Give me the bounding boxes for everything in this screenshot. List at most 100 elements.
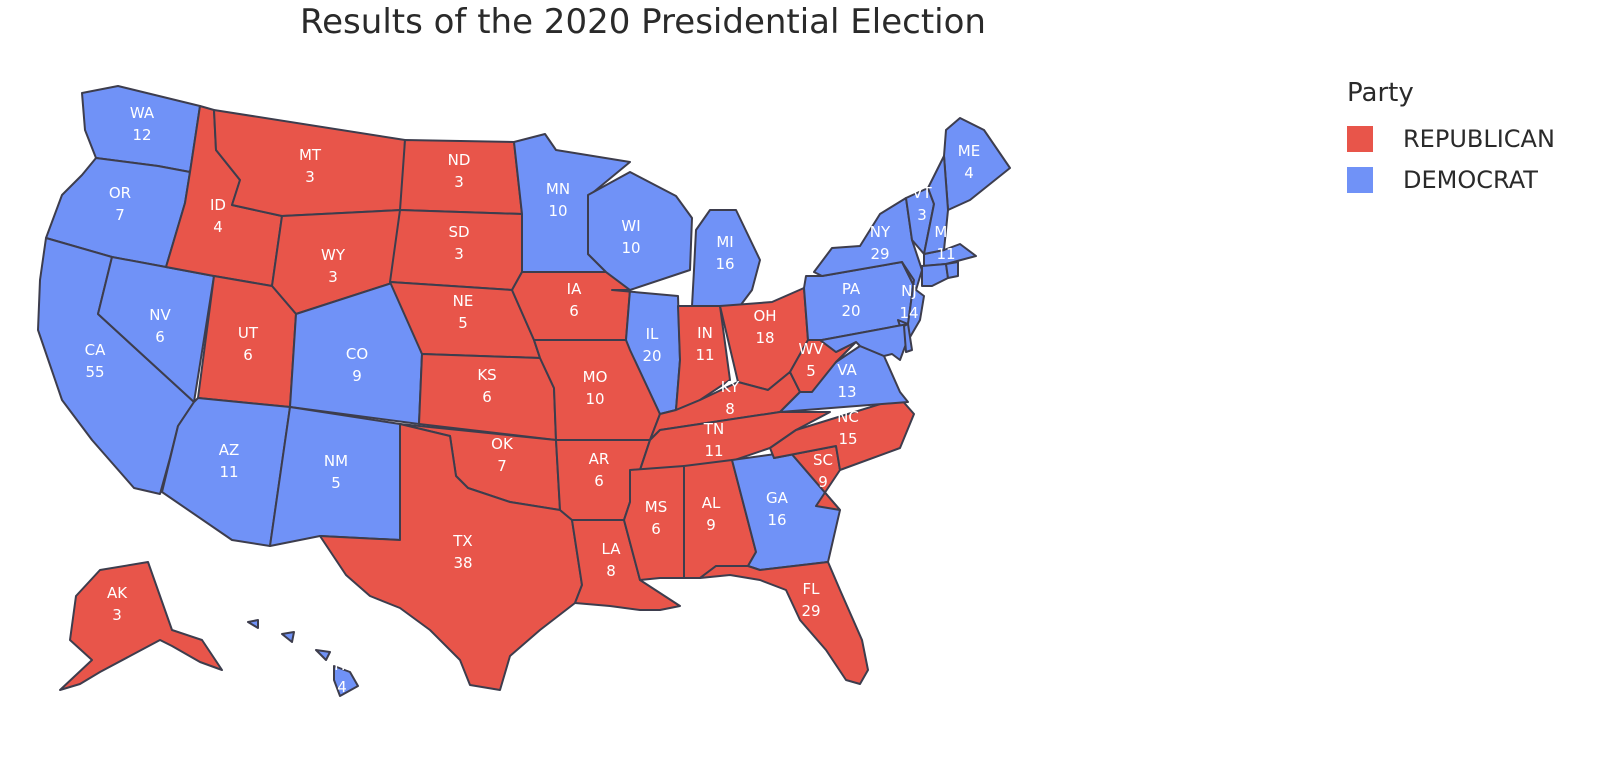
state-label-ny: NY (870, 223, 891, 241)
state-ev-nc: 15 (838, 430, 857, 448)
state-label-tn: TN (703, 420, 724, 438)
state-ev-nm: 5 (331, 474, 341, 492)
state-ev-mo: 10 (585, 390, 604, 408)
state-hi[interactable] (247, 619, 359, 697)
state-ev-id: 4 (213, 218, 223, 236)
state-ev-me: 4 (964, 164, 974, 182)
state-ev-ok: 7 (497, 457, 507, 475)
state-label-ms: MS (645, 498, 667, 516)
us-map: WA12OR7CA55NV6ID4MT3WY3UT6AZ11CO9NM5ND3S… (37, 85, 1011, 697)
state-fl[interactable] (699, 561, 869, 685)
state-me[interactable] (943, 117, 1011, 211)
state-label-va: VA (837, 361, 857, 379)
legend-label-democrat: DEMOCRAT (1403, 165, 1538, 194)
state-label-sd: SD (448, 223, 469, 241)
state-ev-ia: 6 (569, 302, 579, 320)
labels-layer: WA12OR7CA55NV6ID4MT3WY3UT6AZ11CO9NM5ND3S… (85, 104, 981, 696)
state-label-il: IL (646, 325, 659, 343)
state-ev-sd: 3 (454, 245, 464, 263)
state-label-nj: NJ (901, 282, 917, 300)
state-ev-oh: 18 (755, 329, 774, 347)
state-label-fl: FL (803, 580, 821, 598)
state-tx[interactable] (319, 423, 583, 691)
state-label-ia: IA (567, 280, 582, 298)
state-label-wa: WA (130, 104, 155, 122)
state-label-mn: MN (546, 180, 570, 198)
state-label-mi: MI (716, 233, 733, 251)
state-label-wy: WY (321, 246, 346, 264)
state-wi[interactable] (587, 171, 693, 291)
state-label-nc: NC (837, 408, 859, 426)
states-layer (37, 85, 1011, 697)
state-ev-nd: 3 (454, 173, 464, 191)
state-ak[interactable] (59, 561, 223, 691)
state-ev-il: 20 (642, 347, 661, 365)
state-label-in: IN (697, 324, 713, 342)
chart-title: Results of the 2020 Presidential Electio… (300, 2, 986, 42)
state-ev-ut: 6 (243, 346, 253, 364)
state-ev-ar: 6 (594, 472, 604, 490)
state-label-vt: VT (912, 184, 932, 202)
state-ev-wi: 10 (621, 239, 640, 257)
legend-item-republican[interactable]: REPUBLICAN (1347, 118, 1555, 159)
state-label-pa: PA (842, 280, 861, 298)
state-ev-al: 9 (706, 516, 716, 534)
legend-swatch-republican (1347, 125, 1373, 152)
state-ev-co: 9 (352, 367, 362, 385)
state-label-wi: WI (621, 217, 640, 235)
legend: Party REPUBLICAN DEMOCRAT (1347, 78, 1555, 200)
state-ev-wv: 5 (806, 362, 816, 380)
state-ev-tn: 11 (704, 442, 723, 460)
state-ev-pa: 20 (841, 302, 860, 320)
state-label-nm: NM (324, 452, 348, 470)
state-ev-vt: 3 (917, 206, 927, 224)
state-ev-ak: 3 (112, 606, 122, 624)
state-label-co: CO (346, 345, 368, 363)
state-label-or: OR (109, 184, 131, 202)
legend-label-republican: REPUBLICAN (1403, 124, 1555, 153)
state-ev-ne: 5 (458, 314, 468, 332)
state-label-la: LA (602, 540, 622, 558)
state-ev-nj: 14 (899, 304, 918, 322)
state-ev-mt: 3 (305, 168, 315, 186)
state-ri[interactable] (945, 261, 959, 279)
state-nc[interactable] (769, 397, 915, 471)
state-ev-az: 11 (219, 463, 238, 481)
state-ev-or: 7 (115, 206, 125, 224)
state-ct[interactable] (921, 263, 949, 287)
state-ev-ca: 55 (85, 363, 104, 381)
state-de[interactable] (903, 323, 913, 353)
state-label-ks: KS (477, 366, 496, 384)
state-label-ma: MA (934, 223, 958, 241)
state-label-ca: CA (85, 341, 106, 359)
state-ev-wa: 12 (132, 126, 151, 144)
state-ev-mi: 16 (715, 255, 734, 273)
state-ev-va: 13 (837, 383, 856, 401)
state-label-id: ID (210, 196, 226, 214)
state-mi[interactable] (691, 209, 761, 307)
state-label-oh: OH (753, 307, 776, 325)
state-nh[interactable] (923, 155, 949, 255)
state-ev-ma: 11 (936, 245, 955, 263)
state-ev-ks: 6 (482, 388, 492, 406)
state-ev-nv: 6 (155, 328, 165, 346)
state-ev-ky: 8 (725, 400, 735, 418)
state-ev-mn: 10 (548, 202, 567, 220)
state-label-az: AZ (219, 441, 240, 459)
state-ev-ms: 6 (651, 520, 661, 538)
state-ev-hi: 4 (337, 678, 347, 696)
state-label-nv: NV (149, 306, 171, 324)
state-ev-tx: 38 (453, 554, 472, 572)
state-label-ne: NE (453, 292, 474, 310)
state-ev-fl: 29 (801, 602, 820, 620)
state-label-ok: OK (491, 435, 514, 453)
state-label-ar: AR (589, 450, 610, 468)
legend-item-democrat[interactable]: DEMOCRAT (1347, 159, 1555, 200)
state-label-mt: MT (299, 146, 322, 164)
state-label-me: ME (958, 142, 980, 160)
legend-title: Party (1347, 78, 1414, 108)
state-label-al: AL (702, 494, 721, 512)
state-label-nd: ND (448, 151, 471, 169)
state-ev-ny: 29 (870, 245, 889, 263)
state-label-hi: HI (334, 656, 350, 674)
